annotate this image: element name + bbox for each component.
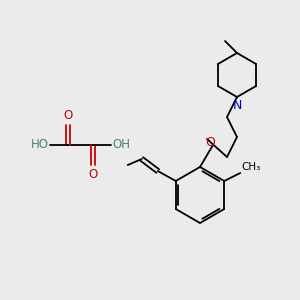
Text: HO: HO xyxy=(31,139,49,152)
Text: O: O xyxy=(63,109,73,122)
Text: O: O xyxy=(205,136,215,148)
Text: O: O xyxy=(88,168,98,181)
Text: CH₃: CH₃ xyxy=(241,162,260,172)
Text: OH: OH xyxy=(112,139,130,152)
Text: N: N xyxy=(232,99,242,112)
